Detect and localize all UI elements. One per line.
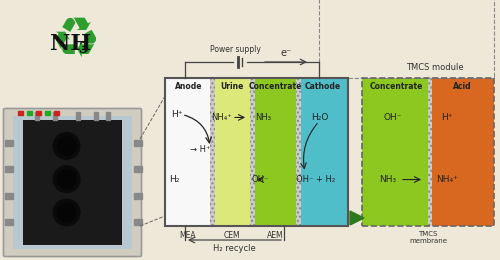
Bar bbox=[250, 78, 255, 226]
Bar bbox=[35, 112, 39, 120]
Circle shape bbox=[57, 170, 76, 188]
Bar bbox=[94, 112, 98, 120]
Bar bbox=[134, 193, 142, 199]
Bar bbox=[106, 112, 110, 120]
Text: NH₄⁺: NH₄⁺ bbox=[436, 175, 458, 184]
Text: ♻: ♻ bbox=[50, 15, 100, 69]
Text: MEA: MEA bbox=[180, 231, 196, 240]
Text: TMCS
membrane: TMCS membrane bbox=[409, 231, 447, 244]
Text: Concentrate: Concentrate bbox=[248, 82, 302, 91]
Circle shape bbox=[54, 199, 80, 226]
Circle shape bbox=[57, 203, 76, 222]
Text: Power supply: Power supply bbox=[210, 45, 260, 54]
Text: OH⁻: OH⁻ bbox=[384, 113, 402, 122]
Text: Urine: Urine bbox=[220, 82, 244, 91]
Text: Acid: Acid bbox=[452, 82, 471, 91]
Bar bbox=[430, 78, 494, 226]
Text: H⁺: H⁺ bbox=[442, 113, 453, 122]
Bar bbox=[5, 140, 13, 146]
Bar bbox=[23, 120, 122, 245]
Polygon shape bbox=[350, 211, 364, 225]
Bar bbox=[298, 78, 348, 226]
Bar bbox=[5, 219, 13, 225]
Bar bbox=[5, 193, 13, 199]
Text: e⁻: e⁻ bbox=[280, 48, 291, 58]
Bar bbox=[134, 219, 142, 225]
Bar bbox=[252, 78, 298, 226]
Bar bbox=[212, 78, 252, 226]
Bar bbox=[165, 78, 212, 226]
Text: NH₄⁺: NH₄⁺ bbox=[212, 113, 233, 122]
Text: CEM: CEM bbox=[224, 231, 240, 240]
Circle shape bbox=[54, 133, 80, 159]
FancyBboxPatch shape bbox=[4, 108, 141, 257]
Text: H⁺: H⁺ bbox=[171, 110, 183, 119]
Bar bbox=[52, 112, 56, 120]
Bar bbox=[428, 78, 432, 226]
Text: NH₃: NH₃ bbox=[380, 175, 396, 184]
Bar bbox=[54, 111, 59, 115]
Bar bbox=[134, 166, 142, 172]
Text: NH₃: NH₃ bbox=[255, 113, 271, 122]
Text: Anode: Anode bbox=[175, 82, 202, 91]
Bar bbox=[27, 111, 32, 115]
Bar bbox=[76, 112, 80, 120]
Circle shape bbox=[57, 136, 76, 155]
Circle shape bbox=[54, 166, 80, 192]
Text: Concentrate: Concentrate bbox=[370, 82, 422, 91]
Text: H₂ recycle: H₂ recycle bbox=[213, 244, 256, 253]
Bar bbox=[319, 0, 494, 78]
Bar bbox=[5, 166, 13, 172]
Text: 3: 3 bbox=[78, 42, 88, 56]
Text: OH⁻: OH⁻ bbox=[252, 175, 268, 184]
Bar bbox=[45, 111, 50, 115]
Bar bbox=[13, 116, 132, 249]
Text: AEM: AEM bbox=[266, 231, 283, 240]
Bar bbox=[134, 140, 142, 146]
Text: Cathode: Cathode bbox=[305, 82, 341, 91]
Text: OH⁻ + H₂: OH⁻ + H₂ bbox=[296, 175, 336, 184]
Bar bbox=[362, 78, 430, 226]
Text: NH: NH bbox=[50, 33, 92, 55]
Bar bbox=[210, 78, 215, 226]
Text: H₂O: H₂O bbox=[312, 113, 328, 122]
Bar bbox=[362, 78, 494, 226]
Text: TMCS module: TMCS module bbox=[406, 62, 464, 72]
Text: H₂: H₂ bbox=[169, 175, 179, 184]
Bar bbox=[296, 78, 301, 226]
Text: → H⁺: → H⁺ bbox=[190, 146, 210, 154]
Bar bbox=[18, 111, 23, 115]
Bar bbox=[36, 111, 41, 115]
Bar bbox=[165, 78, 348, 226]
